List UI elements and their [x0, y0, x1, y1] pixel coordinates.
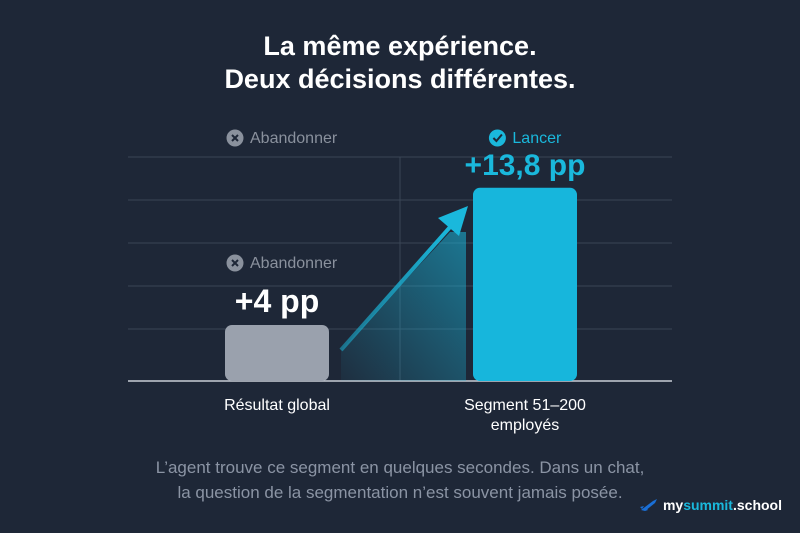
caption: L’agent trouve ce segment en quelques se… — [0, 455, 800, 505]
decision-label: Abandonner — [250, 130, 338, 147]
x-circle-icon — [226, 129, 244, 147]
category-label: Résultat global — [224, 397, 330, 414]
bar-chart: +4 pp Résultat global +13,8 pp Segment 51–2… — [128, 129, 672, 434]
title-line-1: La même expérience. — [263, 31, 537, 61]
brand-logo: mysummit.school — [639, 497, 782, 513]
check-circle-icon — [488, 129, 506, 147]
caption-line-2: la question de la segmentation n’est sou… — [177, 483, 623, 502]
decision-badge-2: Lancer — [488, 129, 562, 147]
decision-badge-1: Abandonner — [226, 254, 338, 272]
arrow-head — [438, 206, 468, 236]
caption-line-1: L’agent trouve ce segment en quelques se… — [155, 458, 645, 477]
decision-badge-top: Abandonner — [226, 129, 338, 147]
x-circle-icon — [226, 254, 244, 272]
category-label: employés — [491, 417, 559, 434]
chart-title: La même expérience. Deux décisions diffé… — [0, 30, 800, 96]
rocket-icon — [639, 498, 659, 512]
trend-arrow — [339, 206, 468, 381]
category-label: Segment 51–200 — [464, 397, 586, 414]
data-label-2: +13,8 pp — [465, 149, 586, 182]
decision-label: Abandonner — [250, 255, 338, 272]
arrow-shaft — [339, 224, 453, 352]
decision-label: Lancer — [512, 130, 562, 147]
bar-1 — [225, 325, 329, 381]
bar-2 — [473, 187, 577, 381]
logo-text-summit: summit — [683, 497, 733, 513]
logo-text-my: my — [662, 497, 684, 513]
data-label-1: +4 pp — [235, 283, 319, 319]
logo-text-school: .school — [732, 497, 782, 513]
arrow-shadow — [341, 232, 466, 381]
title-line-2: Deux décisions différentes. — [224, 64, 576, 94]
